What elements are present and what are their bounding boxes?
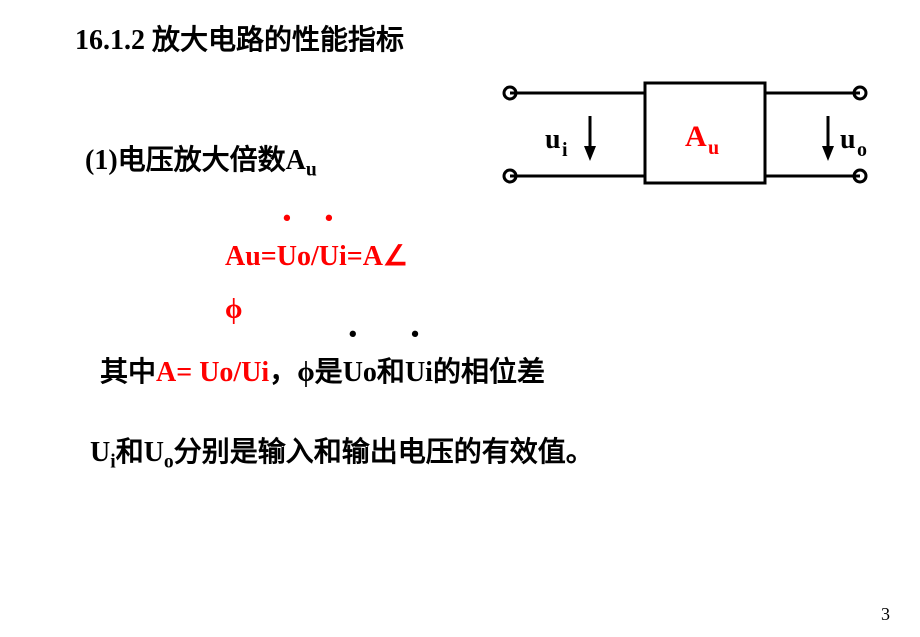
explain-ui-i: i bbox=[425, 357, 433, 388]
block-label: A bbox=[685, 120, 707, 153]
explain-p7: 的相位差 bbox=[433, 357, 545, 388]
formula-ui-dot: U bbox=[319, 241, 339, 272]
explain-ui-dot: U bbox=[405, 357, 425, 388]
formula-main: Au=Uo/Ui=A∠ ϕ bbox=[225, 230, 408, 336]
explain-p3: ，ϕ是 bbox=[269, 357, 342, 388]
explain-uo-dot: U bbox=[343, 357, 363, 388]
final-p2: 和U bbox=[116, 437, 164, 468]
input-label: u bbox=[545, 124, 561, 155]
section-heading-text: 16.1.2 放大电路的性能指标 bbox=[75, 25, 404, 56]
explain-p1: 其中 bbox=[100, 357, 156, 388]
explain-p5: 和 bbox=[377, 357, 405, 388]
amplifier-diagram: u i A u u o bbox=[490, 68, 880, 198]
formula-au: Au= bbox=[225, 241, 277, 272]
subsection-sub: u bbox=[306, 160, 317, 181]
explain-line: 其中A= Uo/Ui，ϕ是Uo和Ui的相位差 bbox=[100, 350, 545, 390]
output-label: u bbox=[840, 124, 856, 155]
formula-uo-dot: U bbox=[277, 241, 297, 272]
explain-p2: A= Uo/Ui bbox=[156, 357, 269, 388]
final-line: Ui和Uo分别是输入和输出电压的有效值。 bbox=[90, 430, 594, 474]
input-label-sub: i bbox=[562, 139, 568, 161]
formula-phi: ϕ bbox=[225, 294, 242, 325]
subsection-heading: (1)电压放大倍数Au bbox=[85, 138, 317, 182]
block-label-sub: u bbox=[708, 137, 719, 159]
page-number-text: 3 bbox=[881, 604, 890, 624]
explain-uo-o: o bbox=[363, 357, 377, 388]
output-label-sub: o bbox=[857, 139, 867, 161]
final-u1: U bbox=[90, 437, 110, 468]
formula-uo-slash: o/ bbox=[297, 241, 319, 272]
final-p3: 分别是输入和输出电压的有效值。 bbox=[174, 437, 594, 468]
formula-ui-rest: i=A∠ bbox=[339, 241, 408, 272]
subsection-prefix: (1)电压放大倍数A bbox=[85, 145, 306, 176]
final-u2-sub: o bbox=[164, 452, 174, 473]
page-number: 3 bbox=[881, 604, 890, 625]
section-heading: 16.1.2 放大电路的性能指标 bbox=[75, 18, 404, 58]
